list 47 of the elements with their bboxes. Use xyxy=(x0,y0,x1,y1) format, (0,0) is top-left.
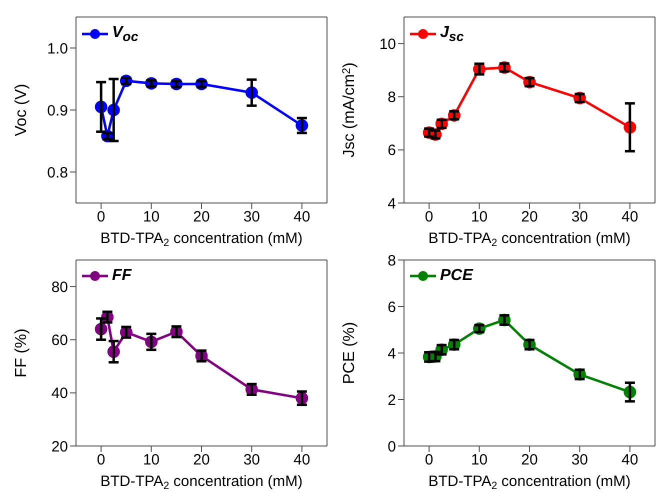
x-tick-label: 0 xyxy=(424,208,434,226)
y-tick-label: 20 xyxy=(51,438,68,456)
y-tick-label: 1.0 xyxy=(47,40,68,58)
legend-label: PCE xyxy=(440,267,473,285)
y-tick-label: 4 xyxy=(388,195,396,212)
y-tick-label: 2 xyxy=(388,392,396,409)
y-tick-label: 8 xyxy=(388,252,396,270)
x-tick-label: 30 xyxy=(571,452,588,469)
y-tick-label: 0 xyxy=(388,438,396,456)
x-tick-label: 20 xyxy=(521,208,538,226)
x-tick-label: 0 xyxy=(96,208,106,226)
legend-label: FF xyxy=(112,267,132,285)
y-tick-label: 6 xyxy=(388,298,396,316)
legend-label: V$_{oc}$ xyxy=(112,24,138,44)
x-tick-label: 30 xyxy=(571,208,588,226)
x-tick-label: 40 xyxy=(294,452,310,469)
x-tick-label: 20 xyxy=(193,208,210,226)
y-tick-label: 8 xyxy=(388,89,396,106)
y-tick-label: 60 xyxy=(51,332,68,350)
x-axis-title: BTD-TPA$_{2}$ concentration (mM) xyxy=(428,230,631,249)
legend-label: J$_{sc}$ xyxy=(440,24,464,44)
x-tick-label: 0 xyxy=(96,452,106,469)
y-tick-label: 40 xyxy=(51,385,68,402)
y-tick-label: 4 xyxy=(388,345,396,362)
y-tick-label: 10 xyxy=(379,36,396,53)
x-tick-label: 30 xyxy=(243,452,260,469)
x-tick-label: 10 xyxy=(470,452,488,469)
x-axis-title: BTD-TPA$_{2}$ concentration (mM) xyxy=(428,473,631,492)
y-tick-label: 0.8 xyxy=(47,164,68,182)
y-tick-label: 0.9 xyxy=(47,102,68,120)
x-tick-label: 40 xyxy=(622,452,638,469)
x-tick-label: 20 xyxy=(193,452,210,469)
x-tick-label: 20 xyxy=(521,452,538,469)
x-tick-label: 40 xyxy=(622,208,638,226)
y-tick-label: 80 xyxy=(51,278,68,296)
x-tick-label: 40 xyxy=(294,208,310,226)
y-tick-label: 6 xyxy=(388,142,396,160)
x-axis-title: BTD-TPA$_{2}$ concentration (mM) xyxy=(100,230,303,249)
y-axis-title: Voc (V) xyxy=(13,84,30,136)
x-tick-label: 10 xyxy=(470,208,488,226)
x-tick-label: 10 xyxy=(142,208,160,226)
x-tick-label: 30 xyxy=(243,208,260,226)
x-axis-title: BTD-TPA$_{2}$ concentration (mM) xyxy=(100,473,303,492)
y-axis-title: FF (%) xyxy=(13,328,30,378)
y-axis-title: PCE (%) xyxy=(341,322,358,384)
x-tick-label: 10 xyxy=(142,452,160,469)
x-tick-label: 0 xyxy=(424,452,434,469)
